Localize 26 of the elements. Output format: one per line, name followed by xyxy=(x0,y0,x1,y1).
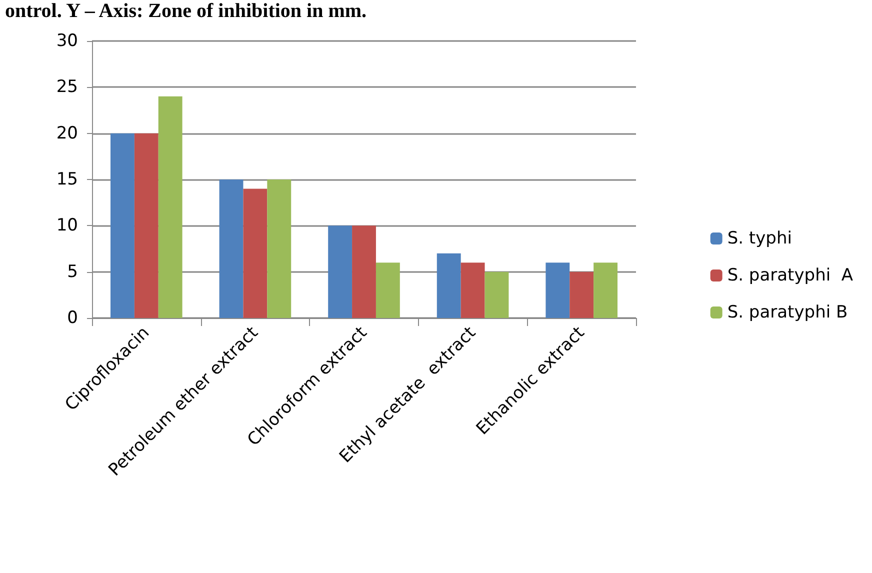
bar xyxy=(134,133,158,318)
bar xyxy=(267,180,292,318)
bar xyxy=(110,133,134,318)
bar xyxy=(328,226,352,318)
y-tick-label: 15 xyxy=(56,170,78,190)
bar xyxy=(352,226,376,318)
bar xyxy=(219,180,244,318)
legend-label: S. typhi xyxy=(727,228,792,248)
bar xyxy=(376,262,400,318)
legend-label: S. paratyphi B xyxy=(727,302,848,322)
y-tick-label: 5 xyxy=(67,262,78,282)
bar xyxy=(243,188,268,318)
bar xyxy=(460,262,485,318)
y-tick-label: 30 xyxy=(56,31,78,51)
legend-label: S. paratyphi A xyxy=(727,266,854,286)
bar xyxy=(484,272,509,318)
y-tick-label: 25 xyxy=(56,77,78,98)
bar xyxy=(570,272,594,318)
y-tick-label: 10 xyxy=(56,216,78,236)
chart-title: ontrol. Y – Axis: Zone of inhibition in mm. xyxy=(5,0,367,22)
y-tick-label: 0 xyxy=(67,308,78,328)
bar xyxy=(594,262,618,318)
y-tick-label: 20 xyxy=(56,123,78,144)
bar xyxy=(436,253,461,318)
bar xyxy=(546,262,570,318)
bar xyxy=(158,96,182,318)
